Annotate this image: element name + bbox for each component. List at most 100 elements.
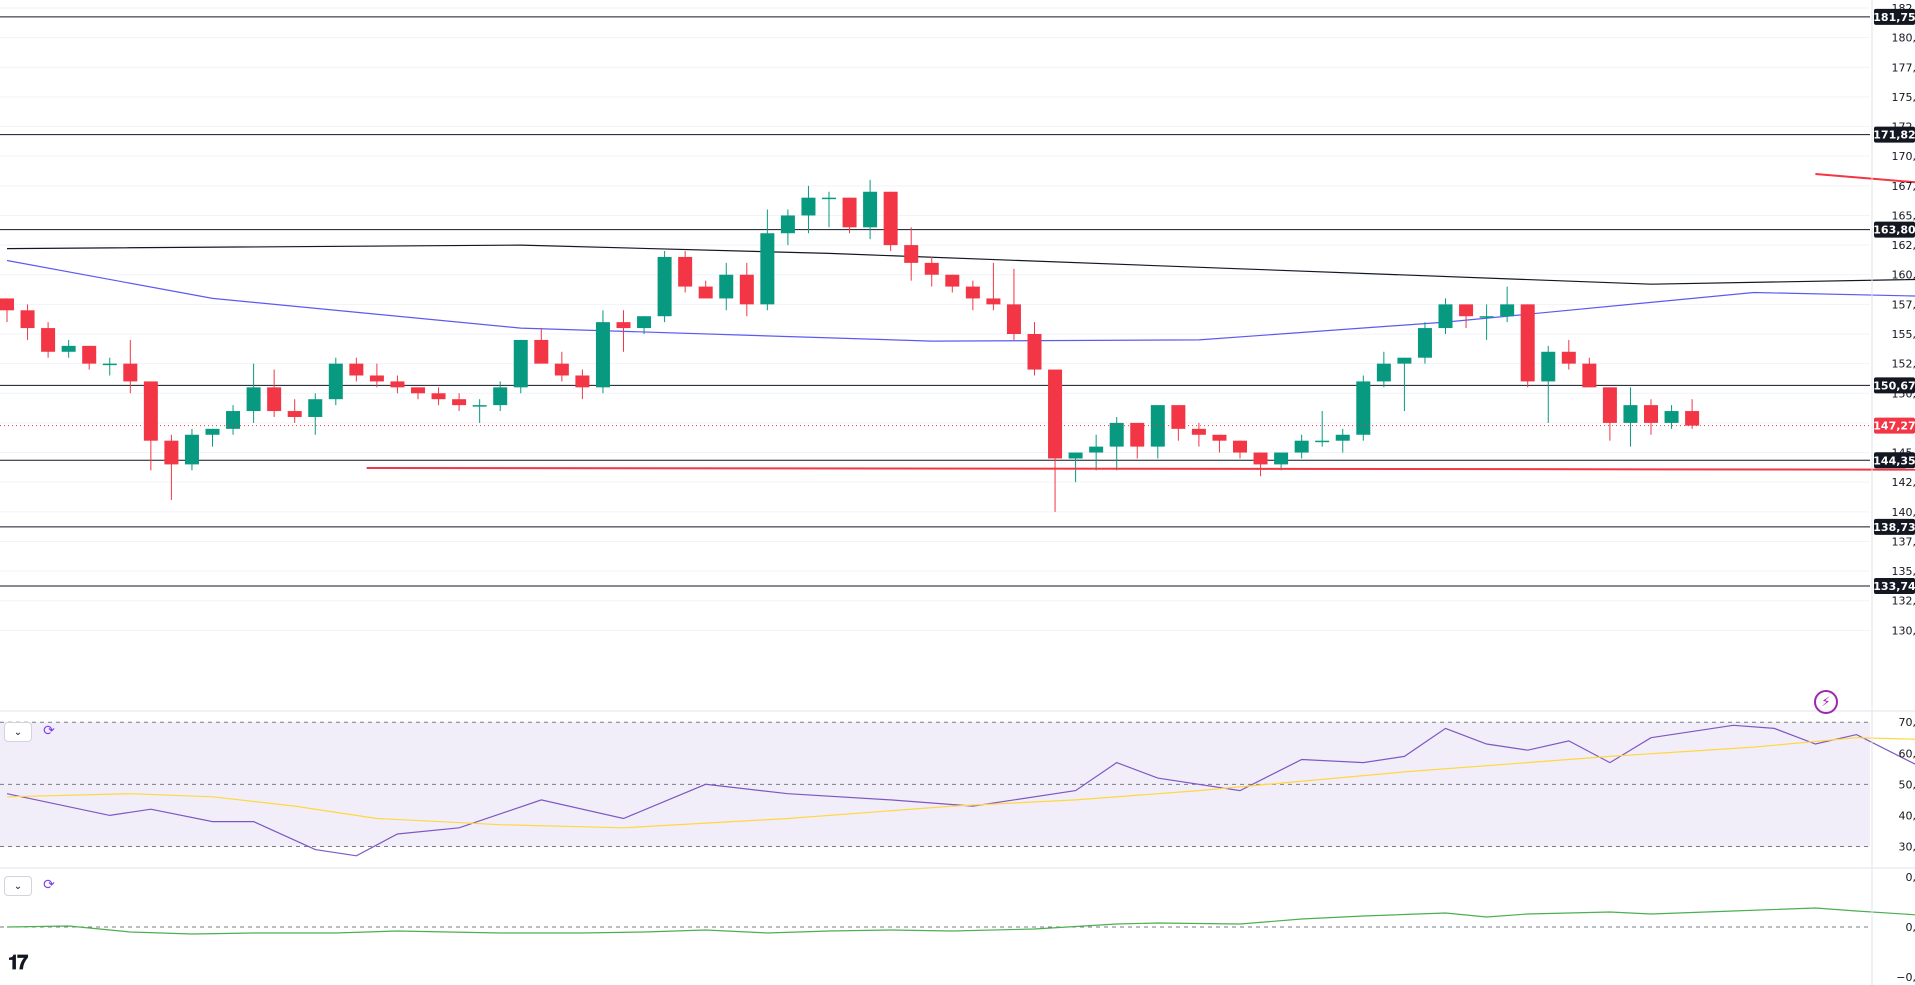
candle	[493, 381, 508, 412]
candle-body	[184, 434, 199, 465]
current-price-label: 147,27	[1873, 420, 1915, 433]
candle	[431, 387, 446, 406]
candle	[1212, 434, 1227, 453]
candle	[1356, 375, 1371, 441]
oscillator-panel[interactable]	[0, 867, 1915, 943]
price-tick-label: 162,50	[1892, 239, 1915, 252]
candle	[1541, 345, 1556, 423]
candle-body	[822, 197, 836, 200]
candle-body	[1397, 357, 1412, 364]
price-tick-label: 170,00	[1892, 150, 1915, 163]
candle-body	[452, 399, 467, 406]
candle	[472, 399, 487, 423]
candle-body	[205, 428, 220, 435]
candle	[205, 428, 220, 447]
candle	[1685, 399, 1700, 429]
rsi-panel[interactable]	[0, 710, 1915, 857]
rsi-tick-label: 50,00	[1899, 778, 1915, 791]
candle	[513, 339, 528, 394]
candle	[945, 274, 960, 293]
price-panel[interactable]: descending triangledescending triangle	[0, 7, 1915, 631]
candle-body	[575, 375, 590, 388]
candle	[1623, 387, 1638, 447]
candle	[1294, 434, 1309, 459]
candle	[1191, 422, 1206, 447]
candle-body	[513, 339, 528, 388]
candle-body	[1233, 440, 1247, 453]
oscillator-collapse-button[interactable]: ⌄	[4, 876, 32, 896]
current-price-badge	[1874, 417, 1915, 434]
level-badge	[1874, 377, 1915, 394]
candle	[143, 381, 158, 471]
price-tick-label: 155,00	[1892, 328, 1915, 341]
candle-body	[1089, 446, 1104, 453]
candle-body	[1130, 422, 1145, 447]
candle-body	[1068, 452, 1083, 459]
candle-body	[1191, 428, 1206, 435]
candle-body	[554, 363, 569, 376]
trendline	[366, 466, 1915, 471]
price-tick-label: 157,50	[1892, 298, 1915, 311]
candle	[1274, 452, 1289, 471]
candle-body	[657, 256, 672, 317]
candle	[678, 251, 693, 293]
candle-body	[287, 411, 302, 417]
candle-body	[472, 405, 487, 407]
candle-body	[698, 286, 713, 299]
candle-body	[61, 345, 76, 352]
candle	[411, 387, 425, 400]
candle-body	[678, 256, 693, 287]
lightning-icon[interactable]: ⚡	[1814, 690, 1838, 714]
price-tick-label: 160,00	[1892, 269, 1915, 282]
candle	[123, 339, 138, 394]
candle-body	[1048, 369, 1063, 459]
rsi-refresh-icon[interactable]: ⟳	[43, 723, 55, 739]
level-badge	[1874, 518, 1915, 535]
candle	[1335, 428, 1350, 453]
level-badge	[1874, 8, 1915, 25]
candle	[1253, 452, 1268, 477]
candle-body	[143, 381, 158, 441]
candle-body	[1376, 363, 1391, 382]
candle	[883, 191, 898, 252]
candle	[369, 363, 384, 388]
candle	[1561, 339, 1576, 370]
oscillator-refresh-icon[interactable]: ⟳	[43, 877, 55, 893]
candle	[1644, 399, 1658, 435]
level-badge	[1874, 126, 1915, 143]
candle-body	[1582, 363, 1597, 388]
candle	[287, 399, 302, 423]
candle	[1417, 322, 1432, 364]
oscillator-tick-label: −0,50	[1896, 971, 1915, 984]
oscillator-line	[6, 907, 1915, 935]
chevron-down-icon: ⌄	[13, 880, 23, 892]
level-badge-label: 150,67	[1873, 379, 1915, 392]
rsi-collapse-button[interactable]: ⌄	[4, 722, 32, 742]
candle	[863, 179, 878, 240]
candle	[41, 322, 56, 358]
candle	[349, 357, 364, 382]
price-tick-label: 167,50	[1892, 180, 1915, 193]
price-axis[interactable]: 182,50180,00177,50175,00172,50170,00167,…	[1871, 0, 1915, 985]
candle-body	[1335, 434, 1350, 441]
candle	[1048, 369, 1063, 512]
candle	[1582, 357, 1597, 388]
candle-body	[123, 363, 138, 382]
candle	[226, 405, 241, 435]
candle-body	[801, 197, 816, 216]
level-badge-label: 133,74	[1873, 580, 1915, 593]
candle-body	[369, 375, 384, 382]
candle-body	[1500, 304, 1515, 317]
chevron-down-icon: ⌄	[13, 726, 23, 738]
candle-body	[102, 363, 117, 366]
candle-body	[637, 316, 652, 329]
candle	[760, 209, 775, 311]
candle	[719, 262, 734, 311]
oscillator-tick-label: 0,50	[1906, 871, 1915, 884]
candle	[780, 209, 795, 246]
candle-body	[349, 363, 364, 376]
candle-body	[883, 191, 898, 246]
candle-body	[308, 399, 323, 417]
candle-body	[328, 363, 343, 400]
